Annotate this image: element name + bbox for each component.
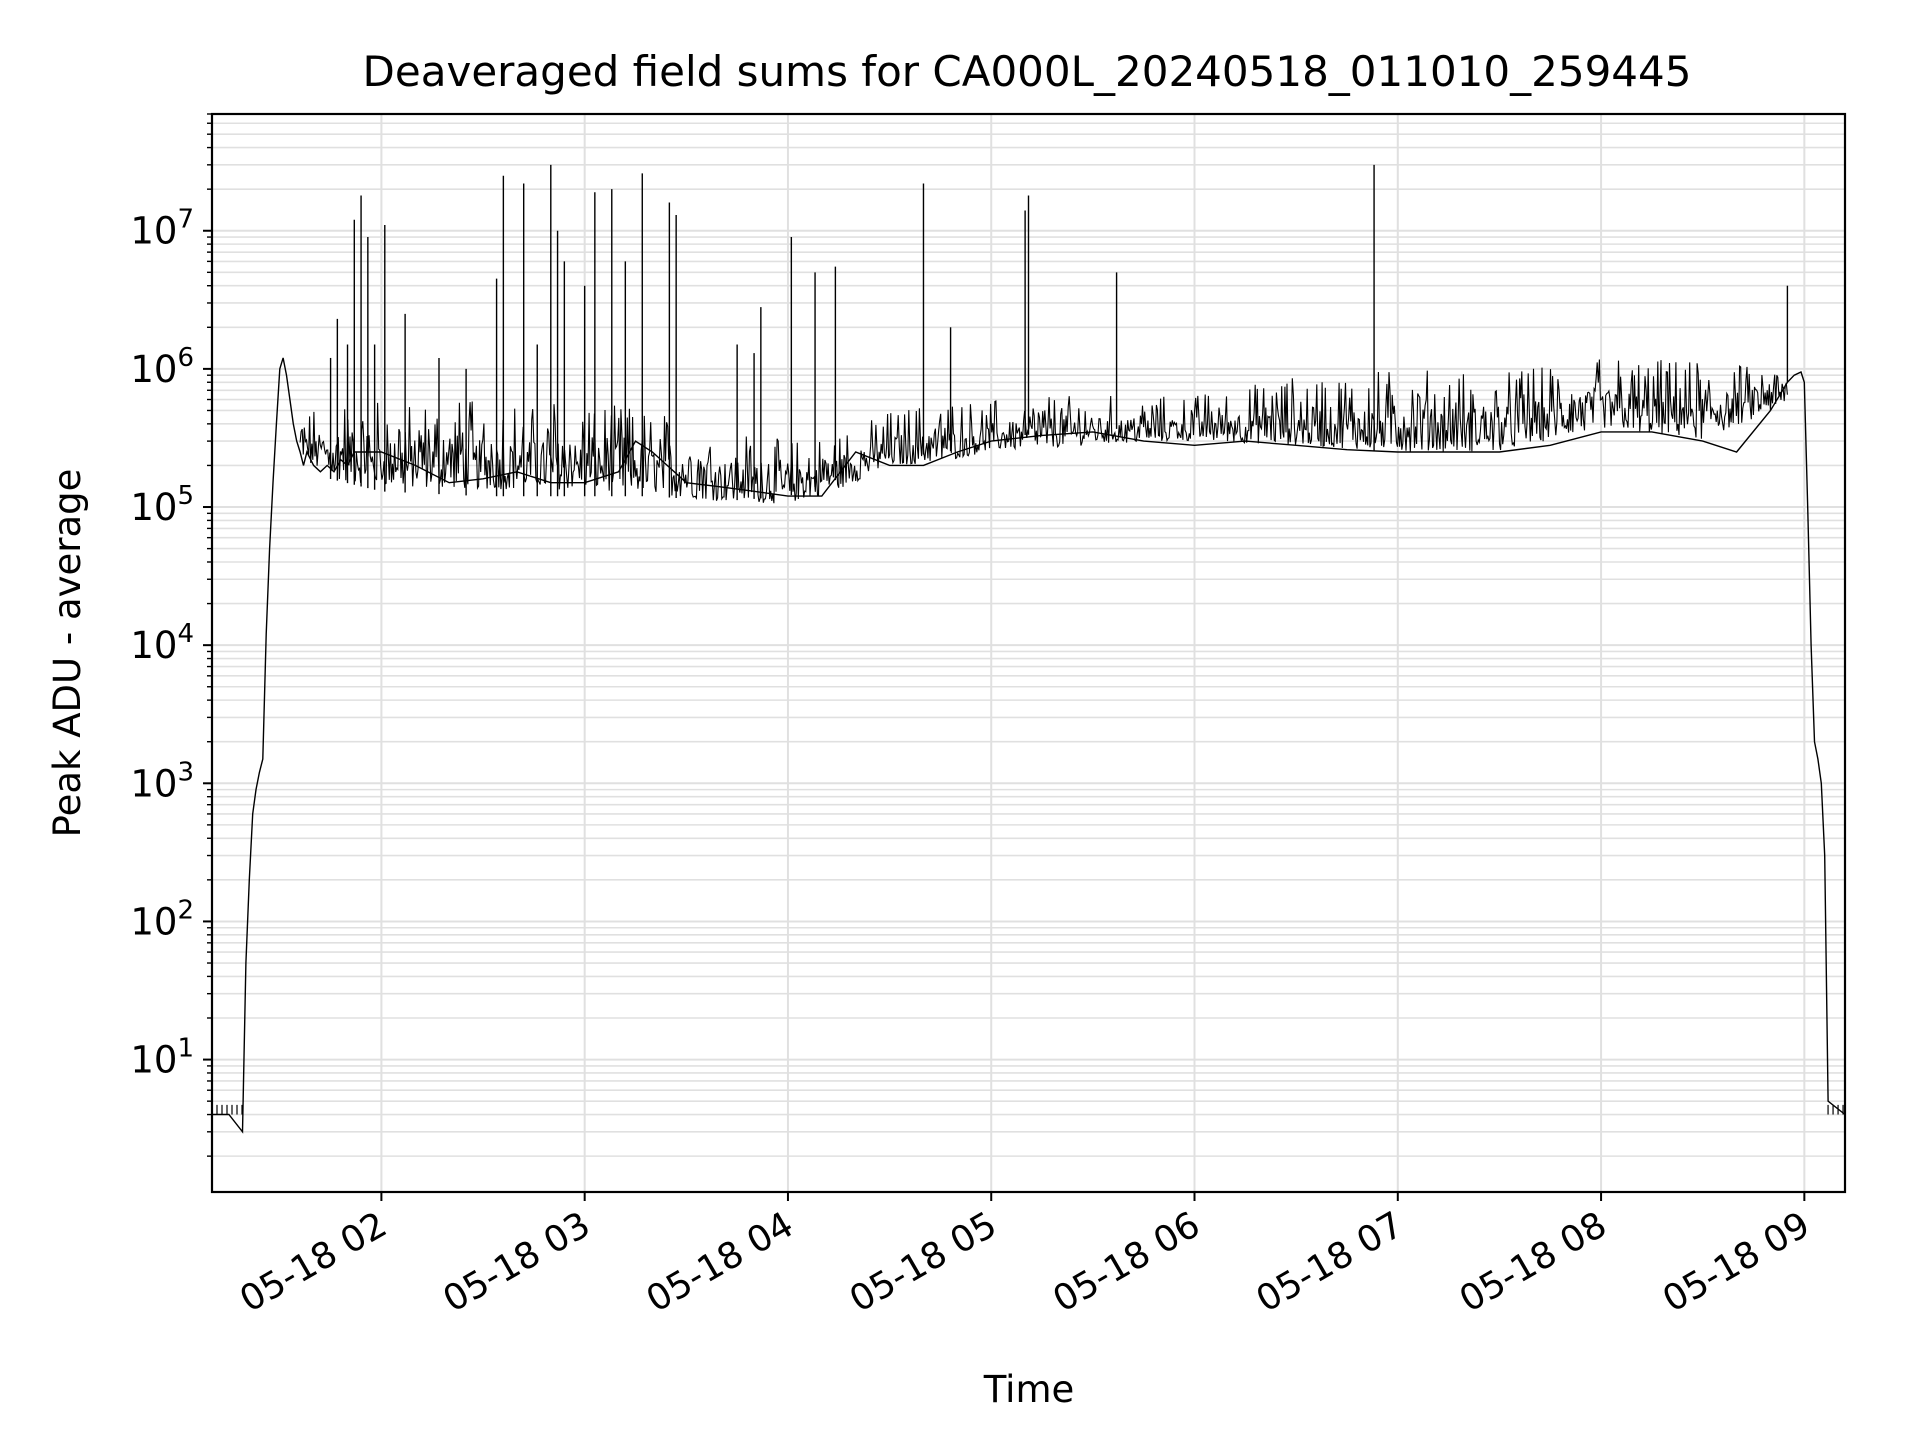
y-tick-exponent: 7 (177, 205, 194, 235)
y-tick-label: 104 (130, 619, 194, 667)
y-tick-label: 106 (130, 343, 194, 391)
chart-title: Deaveraged field sums for CA000L_2024051… (363, 47, 1692, 96)
y-axis-label: Peak ADU - average (46, 469, 89, 838)
y-tick-base: 10 (130, 210, 177, 253)
x-axis-label: Time (983, 1368, 1075, 1411)
y-tick-base: 10 (130, 486, 177, 529)
y-tick-exponent: 1 (177, 1034, 194, 1064)
y-tick-label: 103 (130, 757, 194, 805)
y-tick-base: 10 (130, 348, 177, 391)
series-noise-line (299, 359, 1788, 504)
y-tick-exponent: 6 (177, 343, 194, 373)
y-tick-label: 101 (130, 1034, 194, 1082)
y-tick-exponent: 5 (177, 481, 194, 511)
y-tick-base: 10 (130, 900, 177, 943)
y-tick-label: 107 (130, 205, 194, 253)
y-tick-label: 105 (130, 481, 194, 529)
y-tick-base: 10 (130, 1039, 177, 1082)
y-tick-exponent: 3 (177, 757, 194, 787)
plot-area (211, 164, 1846, 1134)
y-tick-exponent: 2 (177, 895, 194, 925)
y-tick-exponent: 4 (177, 619, 194, 649)
y-tick-base: 10 (130, 624, 177, 667)
y-tick-label: 102 (130, 895, 194, 943)
plot-frame (210, 112, 1847, 1194)
y-tick-base: 10 (130, 762, 177, 805)
grid-lines (212, 113, 1845, 1192)
